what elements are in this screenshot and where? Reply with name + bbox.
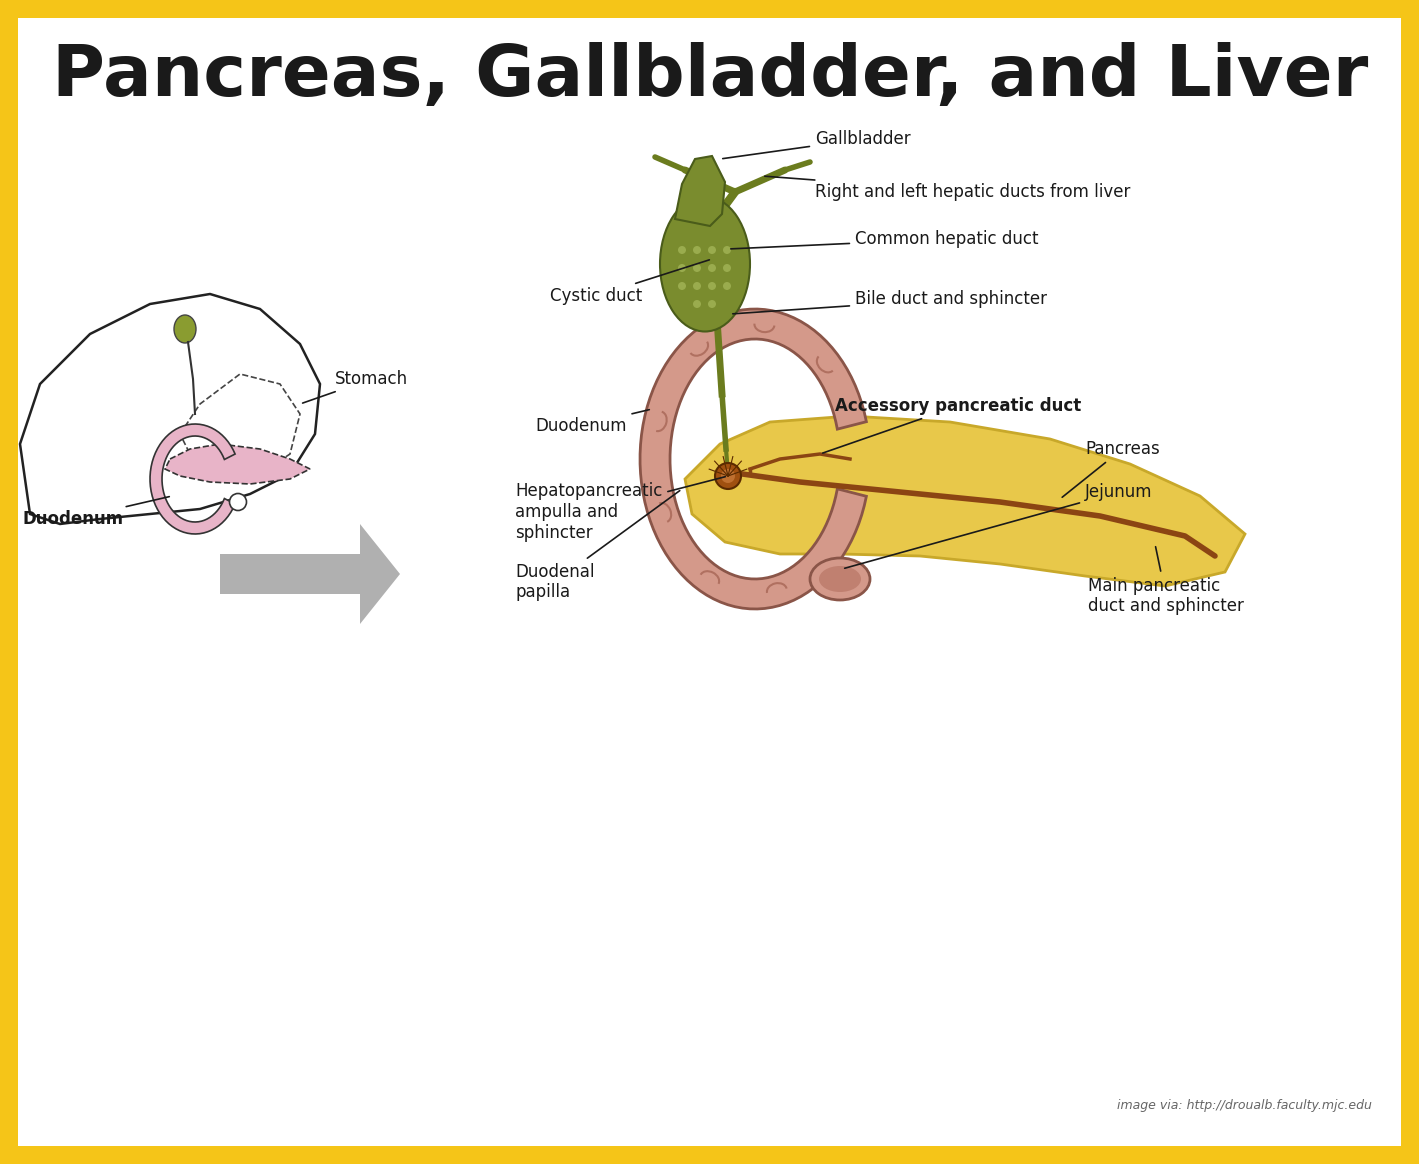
Circle shape	[708, 300, 717, 308]
Circle shape	[230, 494, 247, 511]
Circle shape	[692, 282, 701, 290]
Text: Jejunum: Jejunum	[844, 483, 1152, 568]
Circle shape	[678, 264, 685, 272]
Polygon shape	[165, 443, 309, 484]
Polygon shape	[150, 424, 236, 534]
Text: Duodenum: Duodenum	[23, 497, 169, 528]
Circle shape	[708, 282, 717, 290]
Polygon shape	[20, 294, 321, 524]
Circle shape	[721, 469, 735, 483]
Circle shape	[708, 246, 717, 254]
Ellipse shape	[819, 566, 861, 592]
Text: image via: http://droualb.faculty.mjc.edu: image via: http://droualb.faculty.mjc.ed…	[1117, 1099, 1372, 1112]
Circle shape	[692, 246, 701, 254]
Polygon shape	[675, 156, 725, 226]
Circle shape	[678, 282, 685, 290]
Circle shape	[678, 246, 685, 254]
Ellipse shape	[175, 315, 196, 343]
Text: Bile duct and sphincter: Bile duct and sphincter	[732, 290, 1047, 314]
Circle shape	[724, 282, 731, 290]
Circle shape	[715, 463, 741, 489]
Circle shape	[724, 264, 731, 272]
Text: Gallbladder: Gallbladder	[722, 130, 911, 158]
Circle shape	[724, 246, 731, 254]
Text: Hepatopancreatic
ampulla and
sphincter: Hepatopancreatic ampulla and sphincter	[515, 477, 725, 541]
FancyBboxPatch shape	[18, 17, 1401, 1147]
Circle shape	[708, 264, 717, 272]
Circle shape	[692, 300, 701, 308]
Circle shape	[692, 264, 701, 272]
Ellipse shape	[810, 558, 870, 599]
Text: Common hepatic duct: Common hepatic duct	[731, 230, 1039, 249]
Polygon shape	[180, 374, 299, 474]
Text: Pancreas, Gallbladder, and Liver: Pancreas, Gallbladder, and Liver	[53, 42, 1368, 111]
Text: Duodenal
papilla: Duodenal papilla	[515, 491, 680, 602]
Polygon shape	[685, 416, 1244, 585]
Ellipse shape	[660, 197, 751, 332]
Text: Stomach: Stomach	[302, 370, 409, 403]
Text: Duodenum: Duodenum	[535, 410, 650, 435]
Text: Pancreas: Pancreas	[1063, 440, 1159, 497]
Polygon shape	[640, 308, 867, 609]
Text: Cystic duct: Cystic duct	[551, 260, 710, 305]
Text: Accessory pancreatic duct: Accessory pancreatic duct	[823, 397, 1081, 453]
Text: Main pancreatic
duct and sphincter: Main pancreatic duct and sphincter	[1088, 547, 1244, 616]
Polygon shape	[220, 524, 400, 624]
Text: Right and left hepatic ducts from liver: Right and left hepatic ducts from liver	[765, 176, 1131, 201]
